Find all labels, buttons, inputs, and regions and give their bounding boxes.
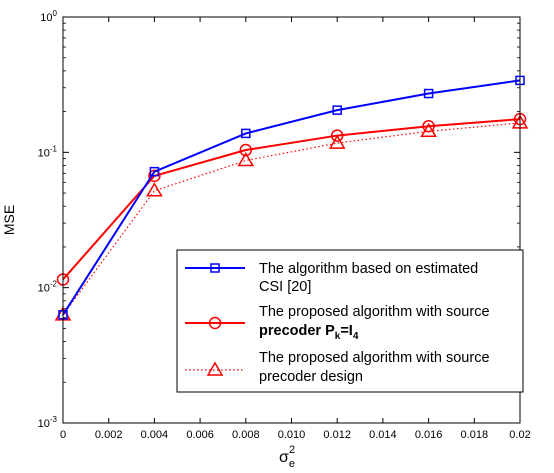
series-line-2 [62, 118, 521, 281]
legend-label-series-2-sub-4: 4 [353, 331, 359, 342]
x-tick-label: 0.016 [415, 429, 443, 441]
y-axis-ticks: 10-3 10-2 10-1 100 [38, 9, 520, 430]
series-1-point [423, 88, 434, 99]
series-1-point [149, 166, 160, 177]
x-axis-label-symbol: σ [279, 449, 289, 466]
series-1-point [241, 128, 251, 139]
series-line-1 [62, 79, 521, 316]
x-tick-label: 0.008 [232, 429, 260, 441]
y-axis-label: MSE [1, 205, 17, 235]
y-tick-label: 100 [40, 9, 57, 24]
x-axis-label-subscript: e [289, 458, 295, 470]
plot-frame [62, 16, 521, 424]
series-layer [54, 75, 529, 321]
x-tick-label: 0.002 [95, 429, 123, 441]
legend-label-series-2-line-1: The proposed algorithm with source [259, 304, 490, 320]
legend-label-series-2-precoder: precoder P [259, 323, 335, 339]
series-3-point [146, 182, 163, 197]
legend-entry-source-precoder-identity: The proposed algorithm with source preco… [185, 304, 490, 342]
legend-square-marker [210, 263, 220, 273]
x-tick-label: 0.018 [461, 429, 489, 441]
legend-entry-estimated-csi: The algorithm based on estimated CSI [20… [185, 261, 478, 295]
x-tick-label: 0 [60, 429, 66, 441]
legend-entry-source-precoder-design: The proposed algorithm with source preco… [185, 350, 490, 385]
series-line-3 [62, 122, 521, 316]
series-2-point [422, 119, 435, 133]
legend-label-series-1-line-2: CSI [20] [259, 279, 311, 295]
legend-label-series-3-line-1: The proposed algorithm with source [259, 350, 490, 366]
legend: The algorithm based on estimated CSI [20… [176, 249, 524, 393]
legend-label-series-2-line-2: precoder Pk=I4 [259, 323, 359, 342]
legend-label-series-2-eq-i: =I [340, 323, 353, 339]
legend-circle-marker [208, 316, 222, 330]
y-tick-label: 10-3 [38, 415, 58, 430]
legend-label-series-1-line-1: The algorithm based on estimated [259, 261, 478, 277]
legend-label-series-3-line-2: precoder design [259, 369, 363, 385]
series-2-point [148, 169, 161, 183]
x-tick-label: 0.010 [278, 429, 306, 441]
series-2-point [330, 129, 344, 142]
y-tick-label: 10-2 [38, 280, 58, 295]
x-tick-label: 0.02 [509, 429, 530, 441]
y-tick-label: 10-1 [38, 144, 58, 159]
x-axis-label: σe 2 [279, 444, 295, 470]
series-3-point [328, 134, 346, 149]
x-tick-label: 0.006 [186, 429, 214, 441]
legend-triangle-marker [206, 361, 224, 376]
legend-box [176, 249, 524, 393]
x-tick-label: 0.014 [369, 429, 397, 441]
x-axis-ticks: 0 0.002 0.004 0.006 0.008 0.010 0.012 0.014 0.01… [60, 17, 531, 441]
series-3-point [237, 152, 255, 167]
series-1-point [332, 105, 342, 115]
series-2-point [239, 143, 253, 157]
x-tick-label: 0.004 [141, 429, 169, 441]
x-axis-label-superscript: 2 [289, 444, 295, 456]
x-tick-label: 0.012 [323, 429, 351, 441]
legend-label-series-2-sub-k: k [335, 331, 341, 342]
